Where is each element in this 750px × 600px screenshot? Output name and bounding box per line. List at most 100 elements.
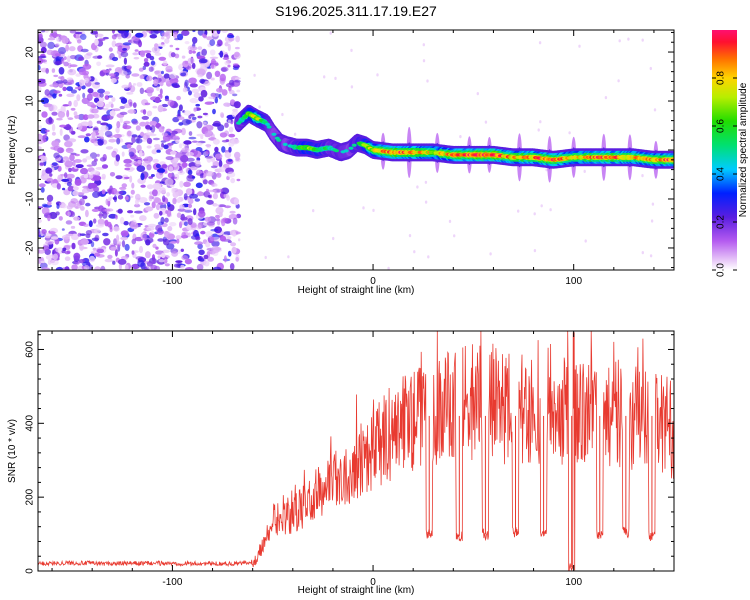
noise-speckle [149, 34, 158, 39]
noise-speckle [197, 222, 203, 229]
noise-speckle [138, 245, 144, 254]
noise-speckle [145, 206, 154, 212]
colorbar-bar [712, 30, 737, 270]
noise-speckle [206, 199, 214, 205]
noise-speckle [102, 211, 108, 219]
noise-speckle [139, 50, 146, 58]
noise-speckle [187, 232, 191, 238]
y-tick-label: 600 [25, 341, 36, 358]
noise-speckle [55, 266, 64, 270]
colorbar-tick-label: 0.6 [716, 119, 727, 133]
noise-speckle [146, 75, 153, 82]
noise-speckle [323, 75, 326, 79]
noise-speckle [89, 173, 94, 179]
noise-speckle [232, 67, 239, 71]
noise-speckle [119, 96, 126, 100]
snr-series-layer [38, 331, 674, 571]
noise-speckle [121, 65, 127, 71]
noise-speckle [167, 172, 172, 178]
noise-speckle [70, 225, 76, 229]
noise-speckle [41, 267, 50, 270]
noise-speckle [167, 225, 173, 232]
noise-speckle [207, 256, 215, 262]
noise-speckle [191, 176, 196, 179]
noise-speckle [139, 121, 147, 127]
noise-speckle [110, 78, 117, 83]
noise-speckle [47, 201, 52, 206]
noise-speckle [102, 107, 109, 111]
noise-speckle [126, 92, 134, 95]
noise-speckle [206, 71, 213, 80]
noise-speckle [287, 255, 290, 259]
noise-speckle [58, 47, 67, 55]
noise-speckle [116, 137, 121, 145]
noise-speckle [293, 132, 297, 136]
noise-speckle [120, 230, 129, 237]
noise-speckle [158, 259, 165, 263]
noise-speckle [202, 121, 207, 125]
noise-speckle [137, 159, 142, 164]
noise-speckle [211, 158, 216, 163]
noise-speckle [51, 123, 56, 132]
noise-speckle [143, 50, 152, 53]
noise-speckle [45, 254, 55, 261]
spectrogram-y-label: Frequency (Hz) [7, 116, 18, 185]
noise-speckle [176, 95, 182, 101]
noise-speckle [94, 82, 100, 85]
noise-speckle [47, 41, 55, 50]
noise-speckle [205, 241, 211, 248]
noise-speckle [160, 36, 165, 40]
noise-speckle [92, 175, 102, 181]
noise-speckle [43, 103, 52, 108]
noise-speckle [76, 94, 81, 102]
noise-speckle [145, 251, 151, 259]
noise-speckle [85, 156, 92, 160]
noise-speckle [211, 240, 220, 247]
noise-speckle [52, 34, 62, 37]
noise-speckle [212, 266, 222, 270]
noise-speckle [149, 55, 155, 61]
noise-speckle [108, 73, 116, 77]
noise-speckle [130, 189, 135, 195]
noise-speckle [232, 63, 239, 66]
noise-speckle [69, 153, 75, 162]
noise-speckle [533, 212, 536, 216]
noise-speckle [194, 198, 200, 202]
noise-speckle [172, 197, 177, 205]
noise-speckle [196, 133, 204, 137]
noise-speckle [165, 65, 173, 73]
noise-speckle [220, 187, 230, 195]
noise-speckle [78, 56, 85, 61]
noise-speckle [104, 219, 109, 227]
noise-speckle [102, 232, 109, 237]
noise-speckle [155, 171, 164, 179]
noise-speckle [149, 120, 158, 126]
noise-speckle [87, 101, 95, 107]
noise-speckle [229, 79, 235, 86]
noise-speckle [126, 130, 132, 137]
noise-speckle [163, 144, 169, 150]
noise-speckle [170, 241, 177, 244]
noise-speckle [93, 127, 98, 131]
noise-speckle [140, 184, 146, 188]
noise-speckle [44, 89, 50, 96]
noise-speckle [120, 236, 128, 241]
noise-speckle [158, 56, 167, 61]
noise-speckle [63, 126, 72, 130]
noise-speckle [161, 70, 164, 75]
noise-speckle [100, 125, 109, 132]
noise-speckle [223, 231, 232, 236]
noise-speckle [476, 92, 479, 96]
noise-speckle [67, 185, 75, 192]
noise-speckle [125, 74, 130, 79]
noise-speckle [189, 97, 199, 104]
noise-speckle [113, 133, 122, 139]
noise-speckle [121, 183, 128, 188]
noise-speckle [156, 149, 161, 153]
noise-speckle [64, 266, 70, 270]
noise-speckle [80, 149, 89, 154]
noise-speckle [181, 127, 186, 136]
noise-speckle [53, 152, 60, 159]
noise-speckle [202, 112, 208, 116]
noise-speckle [104, 91, 111, 95]
